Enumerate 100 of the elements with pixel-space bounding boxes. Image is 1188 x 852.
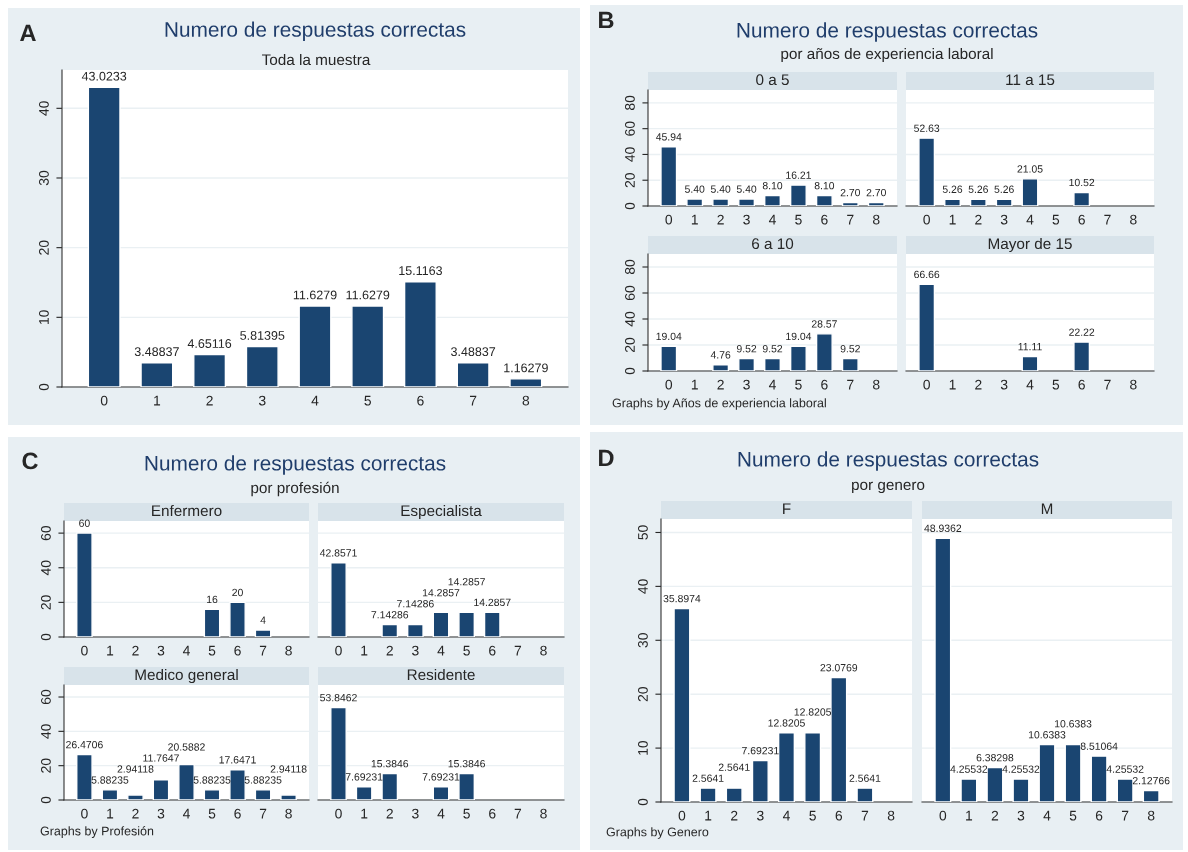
y-tick-label: 20 <box>625 173 635 188</box>
data-label: 16 <box>207 595 218 604</box>
data-label: 6.38298 <box>976 753 1014 762</box>
data-label: 45.94 <box>655 133 682 141</box>
x-tick-label: 0 <box>335 645 342 656</box>
x-tick-label: 6 <box>489 808 496 819</box>
x-tick-label: 8 <box>540 808 547 819</box>
x-tick-label: 7 <box>1121 810 1129 821</box>
data-label: 26.4706 <box>66 740 103 749</box>
x-tick-label: 2 <box>991 810 999 821</box>
y-tick-label: 80 <box>625 95 635 111</box>
data-label: 4.76 <box>710 351 731 359</box>
data-label: 8.10 <box>814 181 835 190</box>
y-tick-label: 40 <box>638 579 648 594</box>
x-tick-label: 8 <box>872 214 880 225</box>
x-tick-label: 8 <box>285 808 292 819</box>
chart-title: Medico general <box>135 668 238 684</box>
chart-subtitle: Toda la muestra <box>262 53 371 66</box>
x-tick-label: 1 <box>361 645 368 656</box>
data-label: 48.9362 <box>924 524 962 532</box>
data-label: 9.52 <box>736 345 757 353</box>
data-label: 10.6383 <box>1055 720 1092 728</box>
x-tick-label: 6 <box>234 645 241 656</box>
data-label: 17.6471 <box>219 756 256 764</box>
x-tick-label: 6 <box>835 810 843 821</box>
x-tick-label: 3 <box>412 645 419 656</box>
x-tick-label: 5 <box>1052 214 1060 225</box>
text: Numero de respuestas correctas <box>738 451 1039 471</box>
x-tick-label: 3 <box>157 645 165 656</box>
x-tick-label: 2 <box>731 810 738 821</box>
x-tick-label: 7 <box>514 645 522 656</box>
data-label: 5.40 <box>736 185 757 193</box>
data-label: 11.7647 <box>143 754 179 762</box>
data-label: 14.2857 <box>422 589 460 597</box>
y-tick-label: 80 <box>625 259 635 275</box>
x-tick-label: 4 <box>1026 379 1034 390</box>
x-tick-label: 1 <box>966 810 973 821</box>
y-tick-label: 30 <box>39 170 49 186</box>
data-label: 2.70 <box>866 188 886 197</box>
data-label: 7.69231 <box>345 773 383 781</box>
x-tick-label: 8 <box>1130 379 1137 390</box>
data-label: 4.25532 <box>950 765 988 773</box>
data-label: 15.1163 <box>399 266 442 276</box>
x-tick-label: 1 <box>107 808 114 819</box>
data-label: 16.21 <box>786 171 811 179</box>
chart-title: 6 a 10 <box>752 238 794 250</box>
x-tick-label: 5 <box>463 645 470 656</box>
x-tick-label: 0 <box>335 808 342 819</box>
y-tick-label: 60 <box>41 689 51 705</box>
y-tick-label: 40 <box>625 311 635 327</box>
x-tick-label: 3 <box>743 379 750 390</box>
chart-title: Numero de respuestas correctas <box>165 21 466 41</box>
x-tick-label: 4 <box>768 379 776 390</box>
data-label: 8.51064 <box>1080 742 1118 750</box>
data-label: 19.04 <box>656 332 682 341</box>
y-tick-label: 0 <box>625 202 635 210</box>
x-tick-label: 7 <box>1104 379 1111 390</box>
data-label: 5.88235 <box>244 776 282 784</box>
x-tick-label: 4 <box>311 395 319 406</box>
data-label: 20 <box>232 588 243 597</box>
y-tick-label: 0 <box>41 633 51 641</box>
data-label: 2.94118 <box>117 765 154 773</box>
chart-title: Residente <box>407 668 475 681</box>
x-tick-label: 4 <box>782 810 790 821</box>
y-tick-label: 40 <box>41 724 51 739</box>
text: A <box>20 24 36 42</box>
x-tick-label: 1 <box>949 379 956 390</box>
y-tick-label: 10 <box>638 740 648 755</box>
x-tick-label: 6 <box>1078 214 1085 225</box>
data-label: 19.04 <box>786 332 812 341</box>
text: Graphs by Profesión <box>40 826 154 838</box>
data-label: 15.3846 <box>371 759 409 768</box>
chart-title: 11 a 15 <box>1006 74 1055 86</box>
data-label: 66.66 <box>914 270 940 279</box>
x-tick-label: 6 <box>821 214 828 225</box>
y-tick-label: 20 <box>638 687 648 702</box>
data-label: 52.63 <box>914 124 940 132</box>
data-label: 20.5882 <box>168 743 205 751</box>
chart-title: Especialista <box>401 504 482 520</box>
x-tick-label: 7 <box>847 214 854 225</box>
x-tick-label: 0 <box>678 810 686 821</box>
data-label: 11.11 <box>1018 343 1042 351</box>
x-tick-label: 5 <box>809 810 816 821</box>
text: C <box>22 452 38 470</box>
x-tick-label: 2 <box>386 808 393 819</box>
x-tick-label: 6 <box>234 808 241 819</box>
x-tick-label: 5 <box>795 379 802 390</box>
data-label: 12.8205 <box>794 708 832 716</box>
y-tick-label: 0 <box>638 798 648 806</box>
data-label: 43.0233 <box>81 71 127 81</box>
x-tick-label: 0 <box>665 214 673 225</box>
x-tick-label: 4 <box>1026 214 1034 225</box>
y-tick-label: 0 <box>41 796 51 804</box>
chart-title: F <box>783 503 791 514</box>
x-tick-label: 4 <box>768 214 776 225</box>
data-label: 2.70 <box>840 188 861 197</box>
data-label: 9.52 <box>840 345 860 353</box>
data-label: 5.40 <box>684 185 705 193</box>
chart-title: Enfermero <box>152 504 222 517</box>
x-tick-label: 4 <box>1043 810 1051 821</box>
